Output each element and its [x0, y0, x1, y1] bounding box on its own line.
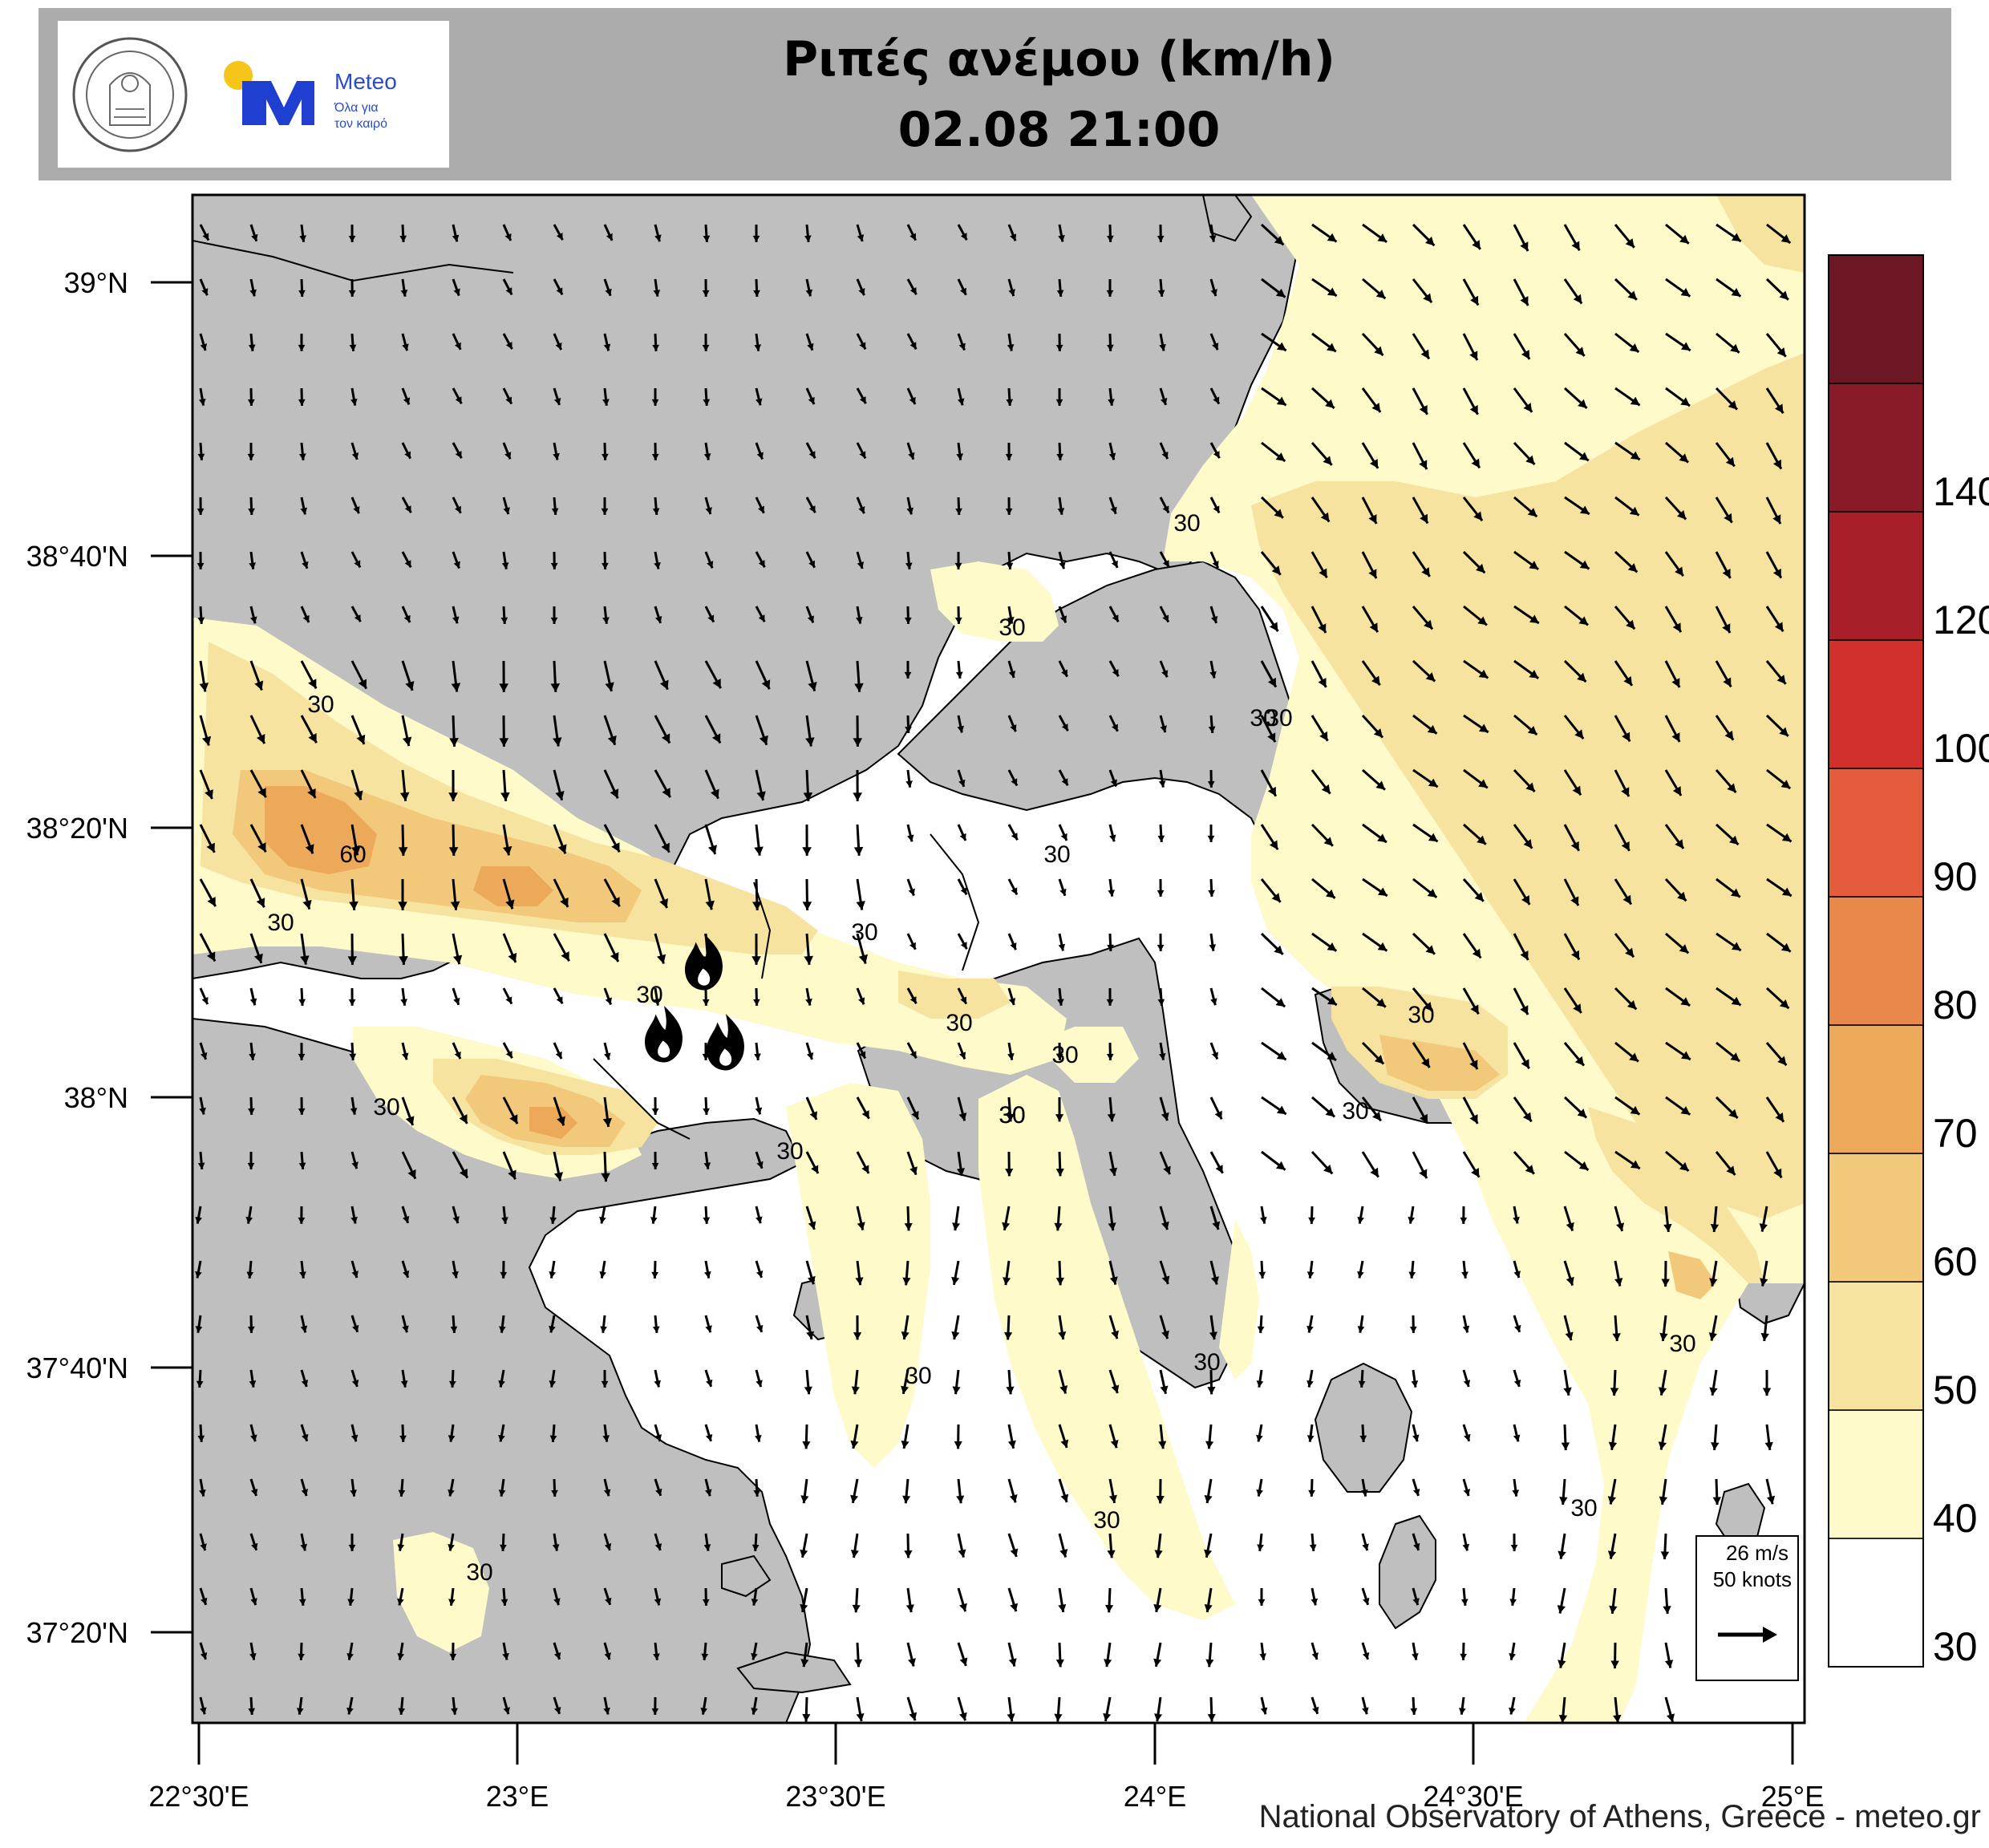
contour-label: 30 — [307, 691, 334, 718]
colorbar-segment — [1829, 897, 1923, 1025]
lat-tick-label: 38°N — [64, 1081, 128, 1114]
colorbar-segment — [1829, 1282, 1923, 1410]
colorbar-segment — [1829, 1538, 1923, 1667]
colorbar-label: 120 — [1933, 598, 1989, 642]
colorbar-segment — [1829, 383, 1923, 512]
contour-label: 30 — [1093, 1507, 1120, 1534]
lon-tick-label: 23°E — [486, 1780, 549, 1813]
contour-label: 30 — [1408, 1002, 1434, 1028]
reference-speed-knots: 50 knots — [1713, 1567, 1792, 1591]
contour-label: 30 — [1669, 1331, 1695, 1357]
contour-label: 30 — [905, 1363, 931, 1389]
lat-tick-label: 39°N — [64, 266, 128, 299]
contour-label: 30 — [466, 1559, 492, 1586]
colorbar-label: 40 — [1933, 1496, 1978, 1541]
contour-label: 30 — [1173, 510, 1200, 537]
colorbar-segment — [1829, 255, 1923, 383]
reference-speed-ms: 26 m/s — [1726, 1541, 1788, 1565]
colorbar: 30 40 50 60 70 80 90 100 120 140 — [1829, 255, 1989, 1669]
colorbar-segment — [1829, 1410, 1923, 1538]
contour-label: 30 — [999, 614, 1025, 641]
colorbar-label: 100 — [1933, 726, 1989, 771]
contour-label: 30 — [1043, 841, 1070, 868]
contour-label: 30 — [636, 982, 662, 1008]
contour-label: 30 — [1570, 1495, 1597, 1522]
colorbar-label: 70 — [1933, 1111, 1978, 1156]
lat-tick-label: 38°20'N — [26, 812, 128, 845]
contour-label: 30 — [999, 1102, 1025, 1129]
contour-label: 30 — [1051, 1042, 1078, 1068]
colorbar-segment — [1829, 1153, 1923, 1282]
contour-label: 30 — [1193, 1349, 1220, 1376]
footer-credit: National Observatory of Athens, Greece -… — [1259, 1799, 1981, 1835]
vector-reference-legend: 26 m/s 50 knots — [1696, 1536, 1798, 1680]
colorbar-label: 80 — [1933, 983, 1978, 1027]
colorbar-label: 90 — [1933, 854, 1978, 899]
contour-label: 30 — [1266, 705, 1292, 732]
colorbar-label: 50 — [1933, 1368, 1978, 1412]
lon-tick-label: 24°E — [1124, 1780, 1186, 1813]
colorbar-label: 60 — [1933, 1239, 1978, 1284]
map-content: 30 30 30 30 30 60 30 30 30 30 30 30 30 30 30 30 30 30 30 30… — [192, 195, 1805, 1723]
colorbar-segment — [1829, 640, 1923, 768]
contour-label: 30 — [373, 1094, 399, 1121]
colorbar-segment — [1829, 768, 1923, 897]
lon-tick-label: 23°30'E — [785, 1780, 885, 1813]
lat-tick-label: 37°40'N — [26, 1352, 128, 1384]
contour-label: 30 — [946, 1010, 972, 1036]
lat-tick-label: 37°20'N — [26, 1616, 128, 1649]
contour-label: 30 — [267, 910, 294, 936]
latitude-axis: 39°N 38°40'N 38°20'N 38°N 37°40'N 37°20'N — [26, 266, 192, 1649]
colorbar-segment — [1829, 512, 1923, 640]
colorbar-label: 140 — [1933, 469, 1989, 514]
colorbar-segment — [1829, 1025, 1923, 1153]
colorbar-label: 30 — [1933, 1624, 1978, 1669]
contour-label: 30 — [851, 919, 877, 946]
lat-tick-label: 38°40'N — [26, 540, 128, 573]
contour-label: 60 — [339, 841, 366, 868]
lon-tick-label: 22°30'E — [148, 1780, 249, 1813]
contour-label: 30 — [1342, 1098, 1368, 1125]
contour-label: 30 — [776, 1138, 803, 1165]
